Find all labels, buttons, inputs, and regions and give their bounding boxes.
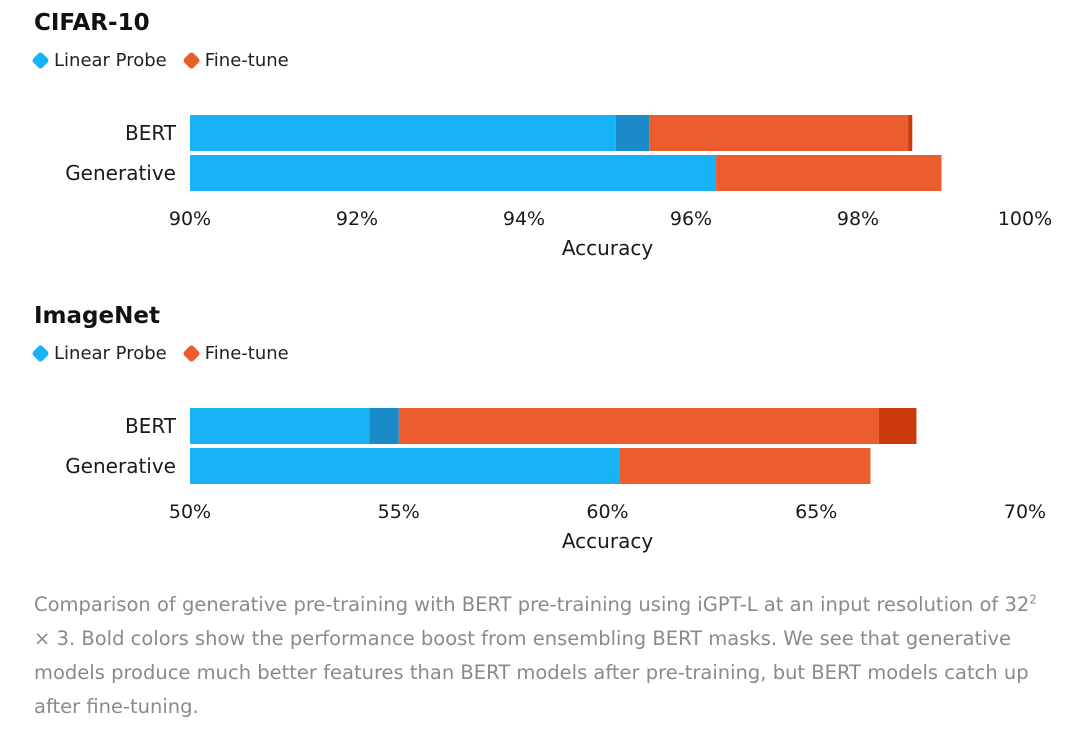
bar-fine-tune [398,408,879,444]
x-tick-label: 92% [336,208,378,230]
chart-imagenet: ImageNet Linear Probe Fine-tune BERT Gene… [0,303,1080,573]
x-tick-label: 100% [998,208,1052,230]
chart-cifar10: CIFAR-10 Linear Probe Fine-tune BERT Gene… [0,10,1080,280]
category-label: Generative [65,454,176,478]
legend-item-linear-probe: Linear Probe [31,50,167,71]
bar-fine-tune [649,115,909,151]
bar-fine-tune-boost [878,408,917,444]
chart-svg-imagenet: BERT Generative 50% 55% 60% 65% 70% Accuracy [65,408,1046,553]
x-axis-label: Accuracy [562,529,653,553]
chart-title: CIFAR-10 [34,10,150,36]
legend-item-linear-probe: Linear Probe [31,343,167,364]
x-tick-label: 94% [503,208,545,230]
x-tick-label: 96% [670,208,712,230]
category-label: Generative [65,161,176,185]
legend-label: Linear Probe [54,50,167,71]
bar-linear-probe [190,155,717,191]
legend-label: Linear Probe [54,343,167,364]
legend-label: Fine-tune [204,343,289,364]
caption-text: Comparison of generative pre-training wi… [34,593,1030,616]
bar-linear-probe [190,448,621,484]
x-axis-label: Accuracy [562,236,653,260]
x-tick-label: 60% [586,501,628,523]
bar-fine-tune [620,448,871,484]
x-tick-label: 90% [169,208,211,230]
category-label: BERT [125,414,177,438]
bar-fine-tune-boost [908,115,913,151]
x-tick-label: 65% [795,501,837,523]
legend: Linear Probe Fine-tune [31,343,289,364]
figure-caption: Comparison of generative pre-training wi… [34,588,1044,724]
x-tick-label: 70% [1004,501,1046,523]
x-tick-label: 98% [837,208,879,230]
category-label: BERT [125,121,177,145]
x-tick-label: 50% [169,501,211,523]
legend: Linear Probe Fine-tune [31,50,289,71]
bar-linear-probe [190,408,370,444]
chart-title: ImageNet [34,303,160,329]
caption-superscript: 2 [1029,592,1037,607]
legend-item-fine-tune: Fine-tune [182,50,289,71]
bar-linear-probe [190,115,616,151]
x-tick-label: 55% [378,501,420,523]
bar-fine-tune [716,155,942,191]
legend-item-fine-tune: Fine-tune [182,343,289,364]
caption-text-continued: × 3. Bold colors show the performance bo… [34,627,1029,718]
bar-linear-probe-boost [369,408,399,444]
legend-label: Fine-tune [204,50,289,71]
chart-svg-cifar10: BERT Generative 90% 92% 94% 96% 98% 100% Accurac… [65,115,1052,260]
bar-linear-probe-boost [615,115,650,151]
